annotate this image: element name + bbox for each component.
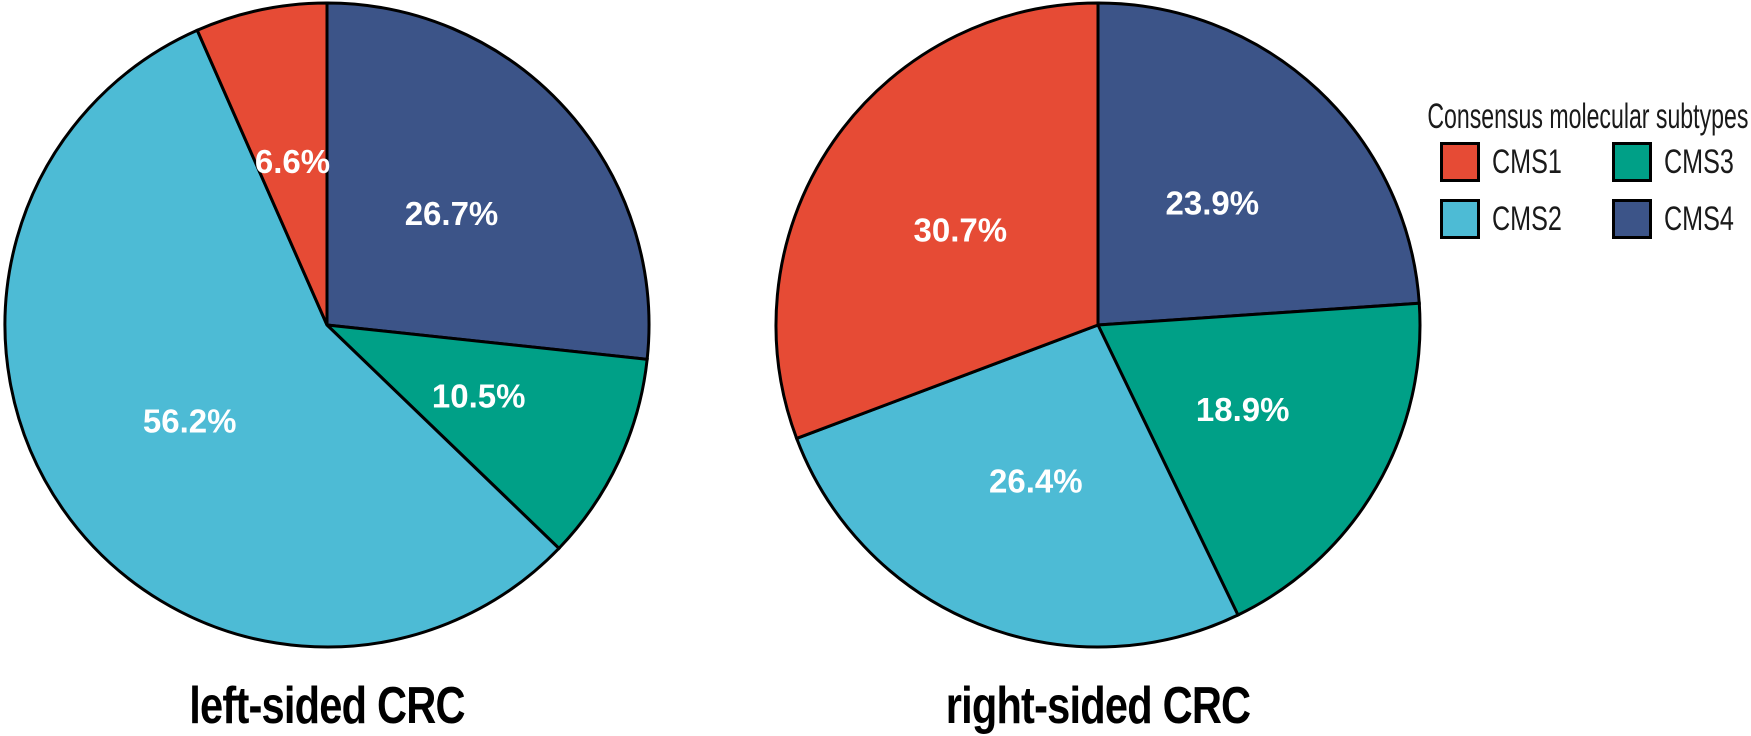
pie-slice-label-cms2: 56.2% xyxy=(143,403,237,440)
pie-slice-label-cms1: 6.6% xyxy=(255,143,330,180)
pie-slice-label-cms4: 26.7% xyxy=(405,195,499,232)
legend-label-cms4: CMS4 xyxy=(1664,200,1734,238)
legend-swatch-cms2 xyxy=(1440,199,1480,239)
legend-title: Consensus molecular subtypes xyxy=(1426,97,1748,136)
legend-label-cms1: CMS1 xyxy=(1492,143,1562,181)
legend-item-cms1: CMS1 xyxy=(1440,142,1586,182)
legend-item-cms4: CMS4 xyxy=(1612,199,1751,239)
pie-title-right-sided-crc: right-sided CRC xyxy=(945,677,1251,735)
legend-label-cms3: CMS3 xyxy=(1664,143,1734,181)
pie-slice-cms2 xyxy=(3,28,562,649)
pie-slice-label-cms3: 18.9% xyxy=(1196,391,1290,428)
pie-slice-label-cms4: 23.9% xyxy=(1166,185,1260,222)
legend-swatch-cms3 xyxy=(1612,142,1652,182)
pie-left-sided-crc: 26.7% 10.5% 56.2% 6.6% xyxy=(3,1,651,649)
legend-swatch-cms4 xyxy=(1612,199,1652,239)
pie-slice-cms4 xyxy=(325,1,651,361)
legend-swatch-cms1 xyxy=(1440,142,1480,182)
pie-slice-cms3 xyxy=(1095,301,1422,617)
legend-label-cms2: CMS2 xyxy=(1492,200,1562,238)
pie-slice-label-cms2: 26.4% xyxy=(989,462,1083,499)
pie-right-sided-crc: 23.9% 18.9% 26.4% 30.7% xyxy=(774,1,1422,649)
pie-slice-cms4 xyxy=(1096,1,1421,327)
pie-slice-cms1 xyxy=(195,1,329,326)
pie-slice-label-cms1: 30.7% xyxy=(914,212,1008,249)
pie-title-left-sided-crc: left-sided CRC xyxy=(189,677,465,735)
pie-slice-cms3 xyxy=(322,323,649,551)
pie-slice-label-cms3: 10.5% xyxy=(432,378,526,415)
legend-item-cms2: CMS2 xyxy=(1440,199,1586,239)
legend-item-cms3: CMS3 xyxy=(1612,142,1751,182)
pie-slice-cms2 xyxy=(794,323,1240,649)
pie-slice-cms1 xyxy=(774,1,1100,441)
